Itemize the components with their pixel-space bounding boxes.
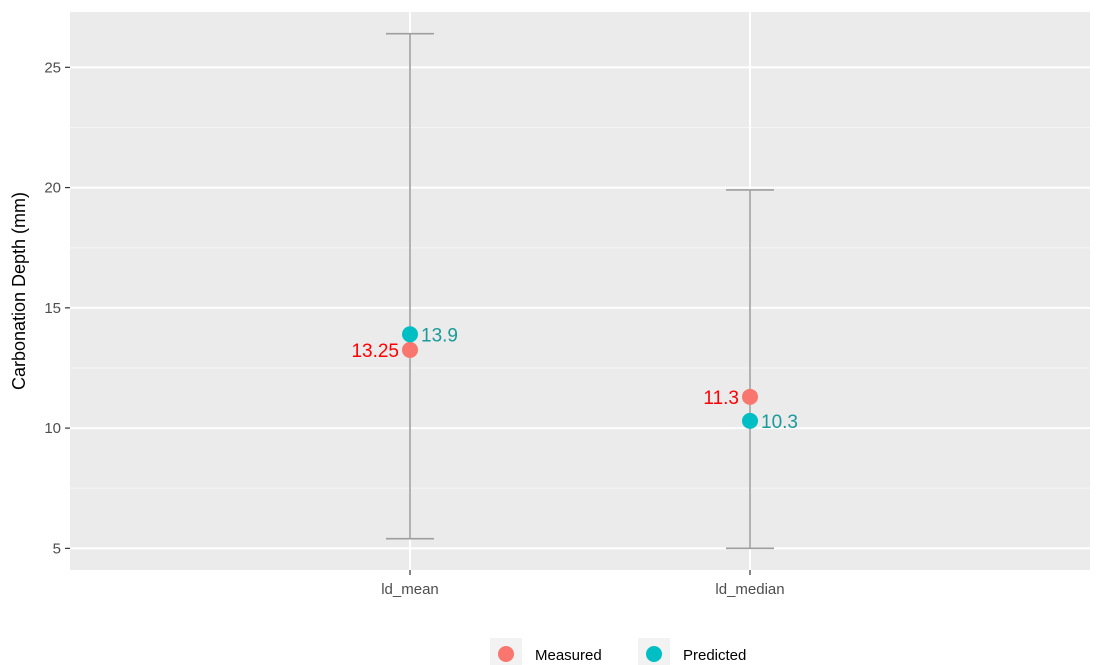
- x-tick-label: ld_mean: [381, 581, 439, 598]
- data-point-predicted: [402, 326, 418, 343]
- error-bar: [386, 32, 434, 540]
- data-point-predicted: [742, 412, 758, 429]
- y-tick-label: 20: [44, 180, 61, 197]
- y-tick-label: 25: [44, 59, 61, 76]
- y-tick-label: 10: [44, 420, 61, 437]
- legend-item-measured: Measured: [490, 638, 602, 665]
- grid-minor: [70, 126, 1090, 489]
- y-axis-title: Carbonation Depth (mm): [9, 192, 29, 390]
- y-tick-label: 5: [53, 540, 61, 557]
- x-axis: ld_mean ld_median: [381, 570, 785, 598]
- data-labels: 13.25 11.3 13.9 10.3: [351, 325, 798, 433]
- error-bar: [726, 189, 774, 550]
- legend-label: Predicted: [683, 647, 746, 664]
- data-point-measured: [742, 388, 758, 405]
- error-bars: [386, 32, 774, 550]
- y-tick-label: 15: [44, 300, 61, 317]
- data-points: [402, 326, 758, 429]
- y-axis: 5 10 15 20 25: [44, 59, 70, 557]
- legend-label: Measured: [535, 647, 602, 664]
- data-label-measured: 11.3: [703, 388, 739, 409]
- legend-marker: [498, 646, 514, 662]
- plot-panel: [70, 12, 1090, 570]
- data-label-measured: 13.25: [351, 341, 399, 362]
- data-label-predicted: 10.3: [761, 412, 798, 433]
- data-label-predicted: 13.9: [421, 325, 458, 346]
- legend-marker: [646, 646, 662, 662]
- legend: Measured Predicted: [490, 638, 746, 665]
- x-tick-label: ld_median: [715, 581, 784, 598]
- legend-item-predicted: Predicted: [638, 638, 746, 665]
- data-point-measured: [402, 341, 418, 358]
